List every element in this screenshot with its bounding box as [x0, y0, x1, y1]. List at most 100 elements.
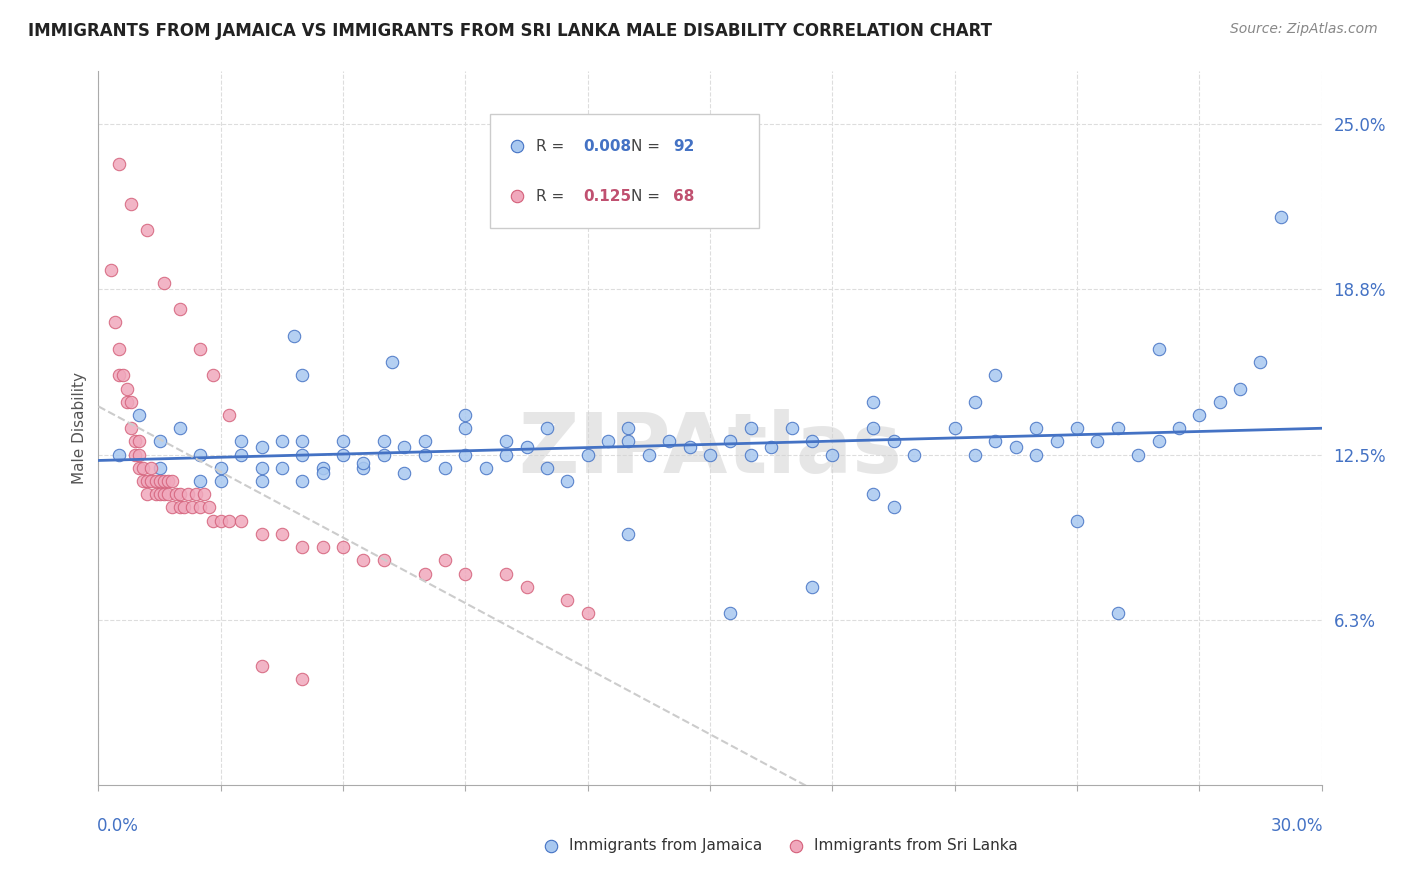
Point [1004, 440, 1026, 454]
Point [1128, 448, 1150, 462]
Point [193, 487, 215, 501]
Point [132, 474, 155, 488]
Point [965, 394, 987, 409]
Point [1147, 342, 1170, 356]
Point [108, 368, 131, 383]
Point [536, 460, 558, 475]
Point [231, 448, 253, 462]
Point [231, 434, 253, 449]
Point [598, 434, 620, 449]
Point [218, 514, 240, 528]
Point [108, 448, 131, 462]
Point [576, 448, 599, 462]
Point [291, 368, 314, 383]
Point [160, 474, 183, 488]
Point [495, 448, 517, 462]
Point [128, 434, 150, 449]
Point [1045, 434, 1069, 449]
Point [291, 540, 314, 554]
Text: 0.125: 0.125 [583, 189, 631, 204]
Point [373, 448, 395, 462]
Point [169, 302, 191, 317]
Point [173, 500, 195, 515]
Point [128, 448, 150, 462]
Point [801, 434, 824, 449]
Point [352, 460, 374, 475]
Point [413, 448, 436, 462]
Point [197, 500, 219, 515]
Point [454, 566, 477, 581]
Point [413, 434, 436, 449]
Point [801, 580, 824, 594]
Point [516, 440, 538, 454]
Text: R =: R = [536, 138, 569, 153]
Point [201, 514, 224, 528]
Point [1066, 421, 1088, 435]
Point [495, 566, 517, 581]
Point [434, 460, 457, 475]
Point [250, 460, 273, 475]
Text: IMMIGRANTS FROM JAMAICA VS IMMIGRANTS FROM SRI LANKA MALE DISABILITY CORRELATION: IMMIGRANTS FROM JAMAICA VS IMMIGRANTS FR… [28, 22, 993, 40]
Point [352, 553, 374, 567]
Point [136, 487, 159, 501]
Point [115, 382, 138, 396]
Point [392, 466, 416, 480]
Point [145, 487, 167, 501]
Point [1209, 394, 1232, 409]
Point [111, 368, 134, 383]
Point [679, 440, 702, 454]
Point [495, 434, 517, 449]
Point [156, 487, 179, 501]
Point [120, 421, 142, 435]
Point [124, 448, 146, 462]
Point [965, 448, 987, 462]
Text: N =: N = [630, 189, 665, 204]
Point [152, 474, 174, 488]
Point [115, 394, 138, 409]
Point [373, 553, 395, 567]
Point [149, 487, 172, 501]
Point [984, 434, 1007, 449]
Point [270, 527, 294, 541]
Point [141, 474, 163, 488]
Point [555, 474, 579, 488]
Point [454, 421, 477, 435]
Point [392, 440, 416, 454]
Point [291, 434, 314, 449]
Point [165, 487, 187, 501]
Point [381, 355, 404, 369]
Point [283, 328, 305, 343]
Text: 0.0%: 0.0% [97, 817, 139, 835]
Point [104, 315, 127, 329]
Point [1249, 355, 1271, 369]
Text: Source: ZipAtlas.com: Source: ZipAtlas.com [1230, 22, 1378, 37]
Point [454, 408, 477, 422]
Point [128, 408, 150, 422]
Point [699, 448, 721, 462]
Point [145, 474, 167, 488]
Point [658, 434, 681, 449]
Point [201, 368, 224, 383]
Point [740, 421, 762, 435]
Point [250, 474, 273, 488]
Point [209, 460, 232, 475]
Point [291, 448, 314, 462]
Point [761, 440, 783, 454]
Point [903, 448, 925, 462]
Text: Immigrants from Sri Lanka: Immigrants from Sri Lanka [814, 838, 1018, 853]
Point [250, 527, 273, 541]
Point [740, 448, 762, 462]
Point [169, 487, 191, 501]
Point [188, 474, 212, 488]
Point [160, 500, 183, 515]
Point [332, 540, 354, 554]
Text: 30.0%: 30.0% [1271, 817, 1323, 835]
Point [1085, 434, 1108, 449]
Point [617, 527, 640, 541]
Point [352, 456, 374, 470]
Point [862, 487, 884, 501]
Text: Immigrants from Jamaica: Immigrants from Jamaica [569, 838, 762, 853]
Point [536, 421, 558, 435]
Point [312, 466, 335, 480]
Point [177, 487, 200, 501]
